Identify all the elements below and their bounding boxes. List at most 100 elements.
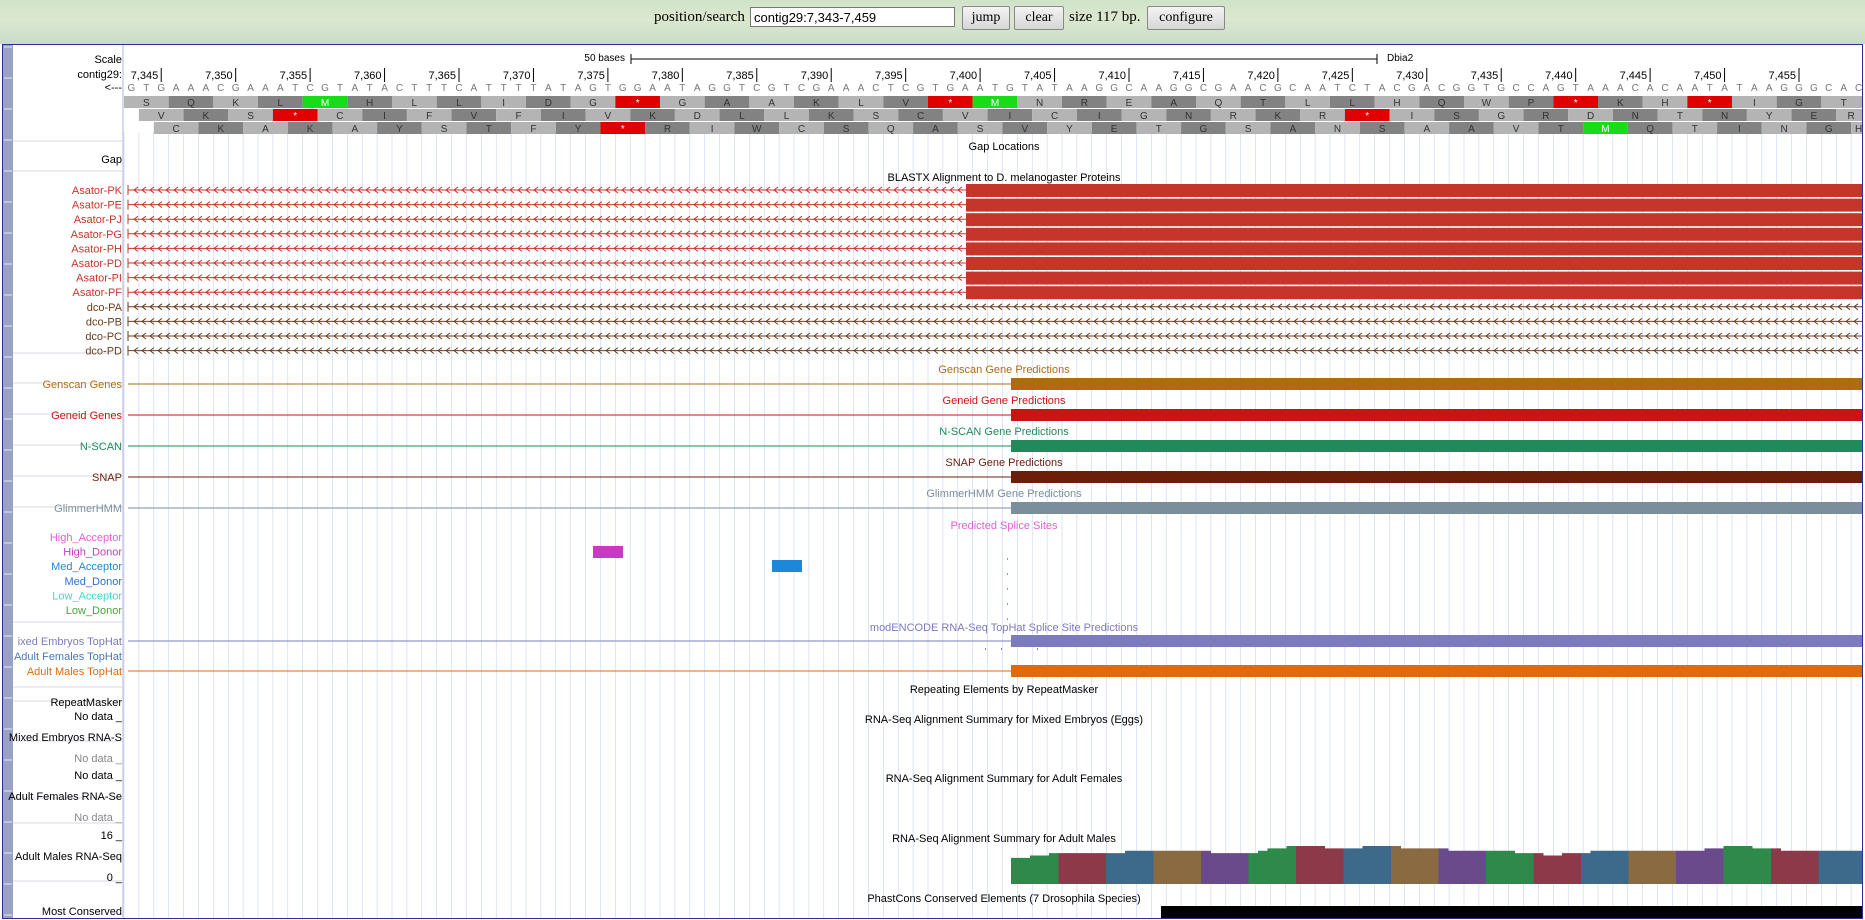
strand-arrow bbox=[237, 244, 243, 252]
strand-arrow bbox=[1821, 332, 1827, 340]
strand-arrow bbox=[749, 244, 755, 252]
strand-arrow bbox=[853, 303, 859, 311]
strand-arrow bbox=[445, 347, 451, 355]
strand-arrow bbox=[429, 186, 435, 194]
strand-arrow bbox=[1485, 303, 1491, 311]
base-letter: A bbox=[1066, 83, 1073, 94]
position-search-input[interactable] bbox=[750, 7, 955, 27]
strand-arrow bbox=[685, 274, 691, 282]
clear-button[interactable]: clear bbox=[1014, 6, 1064, 30]
strand-arrow bbox=[917, 303, 923, 311]
strand-arrow bbox=[445, 317, 451, 325]
prediction-track-label[interactable]: GlimmerHMM bbox=[54, 503, 122, 515]
codon-amino-acid: A bbox=[262, 124, 269, 135]
strand-arrow bbox=[1709, 332, 1715, 340]
splice-item-label[interactable]: High_Donor bbox=[63, 547, 122, 559]
strand-arrow bbox=[957, 230, 963, 238]
strand-arrow bbox=[1381, 317, 1387, 325]
tophat-item-label[interactable]: Adult Females TopHat bbox=[14, 651, 122, 663]
splice-item-label[interactable]: Low_Acceptor bbox=[52, 590, 122, 602]
rnaseq-track-label[interactable]: Adult Females RNA-Se bbox=[8, 791, 122, 803]
coverage-bar bbox=[1600, 850, 1610, 884]
strand-arrow bbox=[1325, 303, 1331, 311]
repeatmasker-title: Repeating Elements by RepeatMasker bbox=[910, 684, 1099, 696]
phastcons-label[interactable]: Most Conserved bbox=[42, 906, 122, 918]
strand-arrow bbox=[957, 347, 963, 355]
jump-button[interactable]: jump bbox=[962, 6, 1010, 30]
strand-arrow bbox=[357, 332, 363, 340]
strand-arrow bbox=[1037, 317, 1043, 325]
tophat-item-label[interactable]: ixed Embryos TopHat bbox=[18, 636, 122, 648]
strand-arrow bbox=[669, 317, 675, 325]
strand-arrow bbox=[469, 317, 475, 325]
base-letter: G bbox=[634, 83, 642, 94]
strand-arrow bbox=[733, 244, 739, 252]
strand-arrow bbox=[909, 288, 915, 296]
codon-cell bbox=[1434, 109, 1479, 121]
blastx-item-label[interactable]: Asator-PE bbox=[72, 200, 122, 212]
prediction-track-label[interactable]: Geneid Genes bbox=[51, 410, 122, 422]
strand-arrow bbox=[1261, 317, 1267, 325]
strand-arrow bbox=[725, 230, 731, 238]
strand-arrow bbox=[597, 274, 603, 282]
strand-arrow bbox=[797, 303, 803, 311]
blastx-item-label[interactable]: Asator-PD bbox=[71, 258, 122, 270]
coverage-bar bbox=[1666, 850, 1677, 884]
strand-arrow bbox=[909, 244, 915, 252]
codon-cell bbox=[1419, 96, 1464, 108]
blastx-item-label[interactable]: dco-PD bbox=[85, 346, 122, 358]
blastx-item-label[interactable]: Asator-PI bbox=[76, 273, 122, 285]
strand-arrow bbox=[421, 244, 427, 252]
strand-arrow bbox=[325, 201, 331, 209]
splice-item-label[interactable]: High_Acceptor bbox=[50, 532, 122, 544]
blastx-item-label[interactable]: Asator-PH bbox=[71, 243, 122, 255]
strand-arrow bbox=[853, 288, 859, 296]
codon-amino-acid: V bbox=[471, 111, 478, 122]
strand-arrow bbox=[533, 259, 539, 267]
blastx-item-label[interactable]: Asator-PG bbox=[71, 229, 122, 241]
prediction-track-label[interactable]: N-SCAN bbox=[80, 441, 122, 453]
blastx-item-label[interactable]: Asator-PF bbox=[72, 287, 122, 299]
strand-arrow bbox=[821, 215, 827, 223]
blastx-track-title: BLASTX Alignment to D. melanogaster Prot… bbox=[888, 172, 1121, 184]
strand-arrow bbox=[597, 332, 603, 340]
strand-arrow bbox=[781, 244, 787, 252]
tophat-item-label[interactable]: Adult Males TopHat bbox=[27, 666, 122, 678]
strand-arrow bbox=[349, 317, 355, 325]
strand-arrow bbox=[1637, 347, 1643, 355]
blastx-item-label[interactable]: Asator-PJ bbox=[74, 214, 122, 226]
prediction-track-label[interactable]: Genscan Genes bbox=[43, 379, 123, 391]
splice-item-label[interactable]: Med_Acceptor bbox=[51, 561, 122, 573]
configure-button[interactable]: configure bbox=[1147, 6, 1225, 30]
blastx-item-label[interactable]: dco-PB bbox=[86, 316, 122, 328]
strand-arrow bbox=[413, 274, 419, 282]
blastx-item-label[interactable]: Asator-PK bbox=[72, 185, 123, 197]
base-letter: G bbox=[946, 83, 954, 94]
rnaseq-track-label[interactable]: Adult Males RNA-Seq bbox=[15, 851, 122, 863]
splice-item-label[interactable]: Low_Donor bbox=[66, 605, 123, 617]
prediction-track-title: N-SCAN Gene Predictions bbox=[939, 426, 1069, 438]
strand-arrow bbox=[557, 332, 563, 340]
splice-item-label[interactable]: Med_Donor bbox=[65, 576, 123, 588]
coverage-bar bbox=[1771, 848, 1781, 884]
strand-arrow bbox=[149, 215, 155, 223]
strand-arrow bbox=[269, 186, 275, 194]
strand-arrow bbox=[749, 230, 755, 238]
rnaseq-track-label[interactable]: Mixed Embryos RNA-S bbox=[9, 732, 122, 744]
codon-cell bbox=[1404, 122, 1450, 134]
genome-browser-image[interactable]: Scale contig29: <--- 50 bases Dbia2 7,345 7,35… bbox=[2, 44, 1863, 919]
strand-arrow bbox=[469, 201, 475, 209]
base-letter: G bbox=[589, 83, 597, 94]
strand-arrow bbox=[997, 347, 1003, 355]
codon-cell bbox=[258, 96, 303, 108]
strand-arrow bbox=[1629, 317, 1635, 325]
strand-arrow bbox=[573, 303, 579, 311]
blastx-item-label[interactable]: dco-PA bbox=[87, 302, 123, 314]
strand-arrow bbox=[237, 317, 243, 325]
strand-arrow bbox=[925, 230, 931, 238]
blastx-item-label[interactable]: dco-PC bbox=[85, 331, 122, 343]
strand-arrow bbox=[1813, 347, 1819, 355]
strand-arrow bbox=[157, 347, 163, 355]
codon-amino-acid: Q bbox=[887, 124, 895, 135]
prediction-track-label[interactable]: SNAP bbox=[92, 472, 122, 484]
